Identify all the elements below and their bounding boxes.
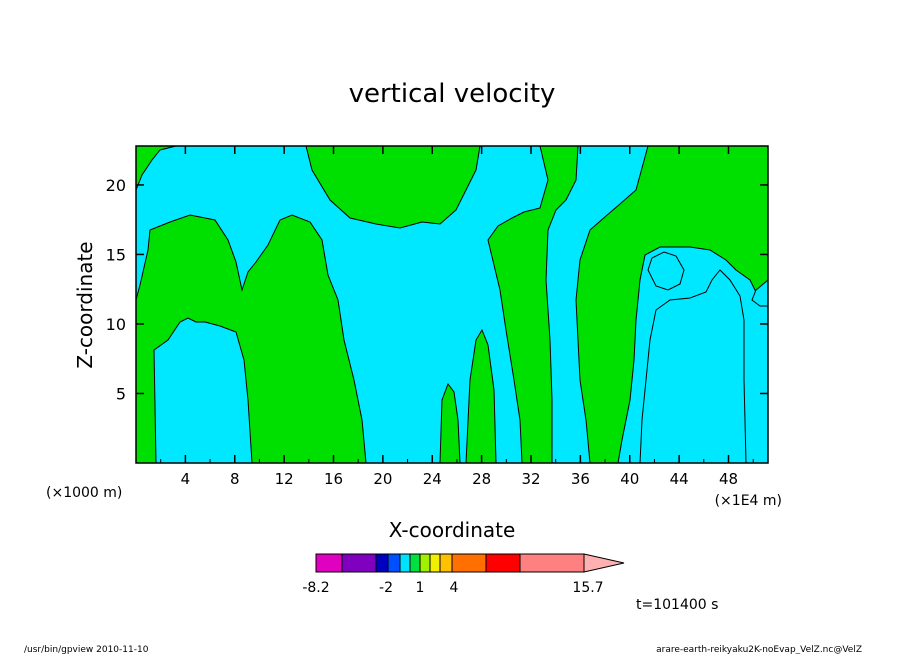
green-column-28 (465, 328, 497, 464)
x-tick-label: 36 (571, 470, 590, 488)
green-column-32 (487, 145, 579, 464)
colorbar-bin (419, 553, 431, 573)
colorbar-bin (519, 553, 585, 573)
colorbar-label: -8.2 (302, 580, 329, 596)
plot-frame (135, 145, 769, 464)
colorbar-bin (315, 553, 343, 573)
colorbar-bin (375, 553, 389, 573)
x-tick-label: 28 (472, 470, 491, 488)
x-axis-unit-left: (×1000 m) (46, 485, 122, 501)
green-top-center (305, 145, 481, 229)
colorbar-bin (409, 553, 421, 573)
colorbar-label: 15.7 (572, 580, 603, 596)
footer-left: /usr/bin/gpview 2010-11-10 (24, 645, 149, 654)
colorbar-bin (439, 553, 453, 573)
colorbar-label: 1 (416, 580, 425, 596)
cyan-column-right (639, 269, 747, 464)
x-tick-label: 24 (423, 470, 442, 488)
colorbar-bin (399, 553, 411, 573)
y-tick-label: 5 (116, 384, 126, 403)
x-tick-label: 48 (719, 470, 738, 488)
x-tick-label: 4 (181, 470, 191, 488)
time-label: t=101400 s (636, 597, 718, 613)
x-tick-label: 32 (521, 470, 540, 488)
chart-title: vertical velocity (349, 79, 556, 109)
x-axis-unit-right: (×1E4 m) (715, 493, 782, 509)
x-axis-label: X-coordinate (389, 518, 516, 542)
x-tick-label: 20 (373, 470, 392, 488)
cyan-pocket-left (153, 317, 253, 464)
x-tick-label: 16 (324, 470, 343, 488)
colorbar-bin (429, 553, 441, 573)
colorbar-label: -2 (379, 580, 393, 596)
cyan-pocket-right (647, 251, 685, 291)
footer-right: arare-earth-reikyaku2K-noEvap_VelZ.nc@Ve… (656, 645, 862, 654)
x-axis: 4 8 12 16 20 24 28 32 36 40 44 48 (160, 146, 754, 488)
y-axis: 5 10 15 20 (106, 176, 768, 403)
colorbar-bin (451, 553, 487, 573)
colorbar-bin (485, 553, 521, 573)
contour-field (135, 145, 769, 464)
colorbar-label: 4 (450, 580, 459, 596)
x-tick-label: 40 (620, 470, 639, 488)
colorbar-labels: -8.2 -2 1 4 15.7 (302, 580, 603, 596)
y-tick-label: 10 (106, 315, 126, 334)
colorbar-extend-arrow (583, 553, 625, 573)
x-tick-label: 8 (230, 470, 240, 488)
colorbar-bin (341, 553, 377, 573)
colorbar (315, 553, 625, 573)
x-tick-label: 12 (275, 470, 294, 488)
y-tick-label: 15 (106, 245, 126, 264)
y-tick-label: 20 (106, 176, 126, 195)
colorbar-bin (387, 553, 401, 573)
y-axis-label: Z-coordinate (73, 241, 97, 368)
x-tick-label: 44 (670, 470, 689, 488)
